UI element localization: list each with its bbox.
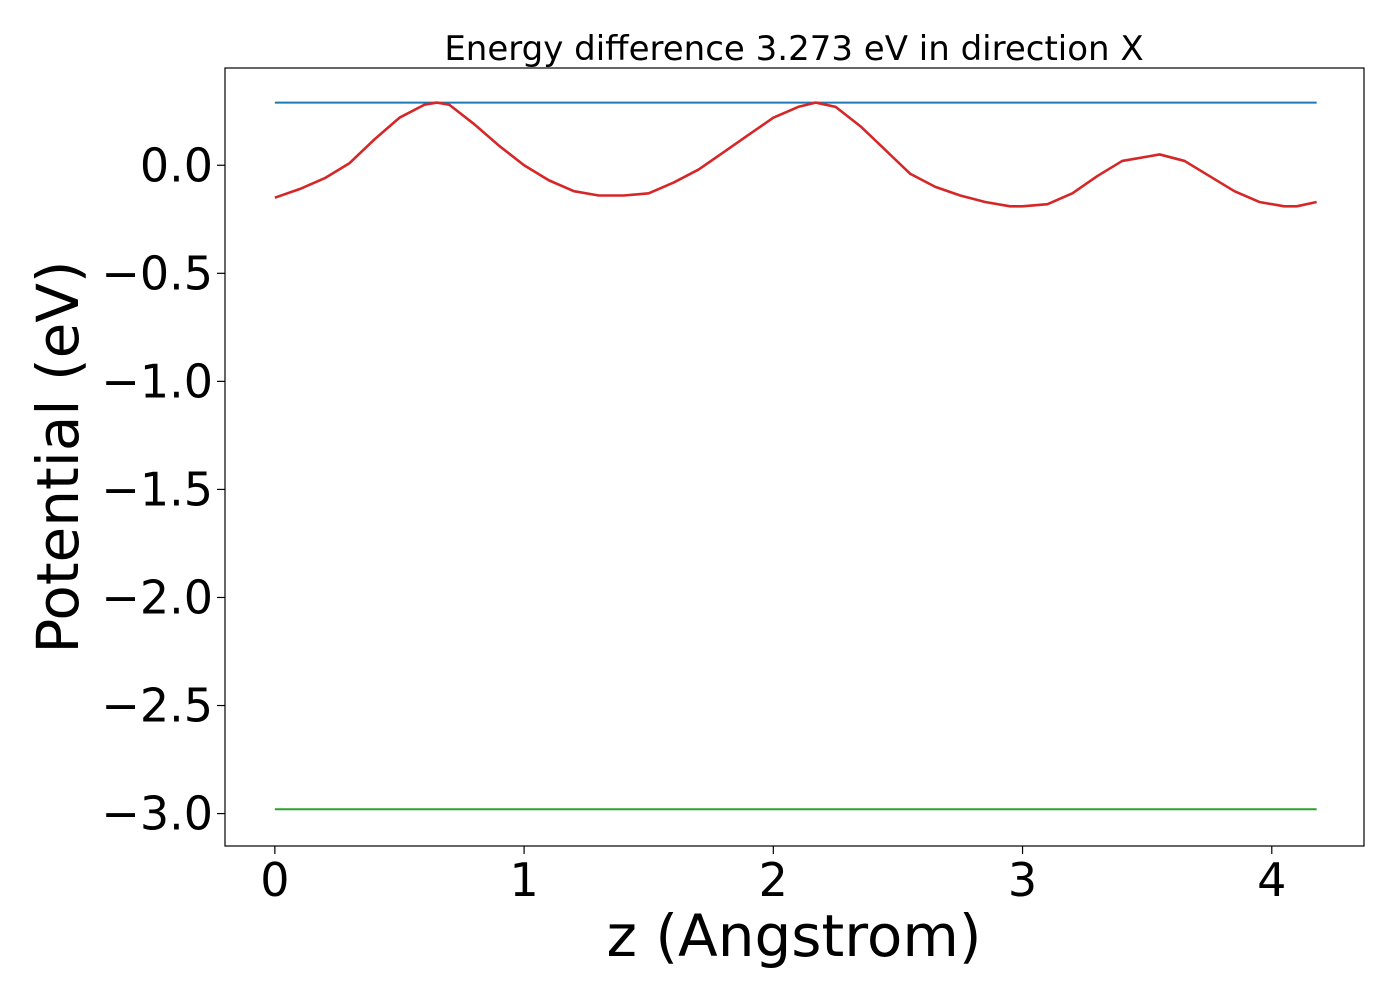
y-tick-label: −1.0 — [101, 354, 213, 408]
series-line-3 — [274, 101, 1317, 208]
x-tick-label: 2 — [759, 853, 788, 907]
x-axis-label: z (Angstrom) — [607, 902, 982, 970]
y-tick-label: −2.0 — [101, 570, 213, 624]
x-tick-label: 3 — [1008, 853, 1037, 907]
y-tick-label: 0.0 — [140, 138, 213, 192]
axes-frame — [224, 67, 1365, 847]
x-tick-label: 4 — [1257, 853, 1286, 907]
x-tick-label: 1 — [509, 853, 538, 907]
y-axis-ticks: 0.0 −0.5 −1.0 −1.5 −2.0 −2.5 −3.0 — [101, 138, 225, 841]
chart-title: Energy difference 3.273 eV in direction … — [444, 29, 1143, 69]
y-tick-label: −2.5 — [101, 679, 213, 733]
x-axis-ticks: 0 1 2 3 4 — [260, 846, 1286, 907]
y-tick-label: −1.5 — [101, 462, 213, 516]
plot-area — [274, 101, 1317, 811]
y-tick-label: −3.0 — [101, 787, 213, 841]
y-tick-label: −0.5 — [101, 246, 213, 300]
y-axis-label: Potential (eV) — [24, 260, 92, 653]
x-tick-label: 0 — [260, 853, 289, 907]
